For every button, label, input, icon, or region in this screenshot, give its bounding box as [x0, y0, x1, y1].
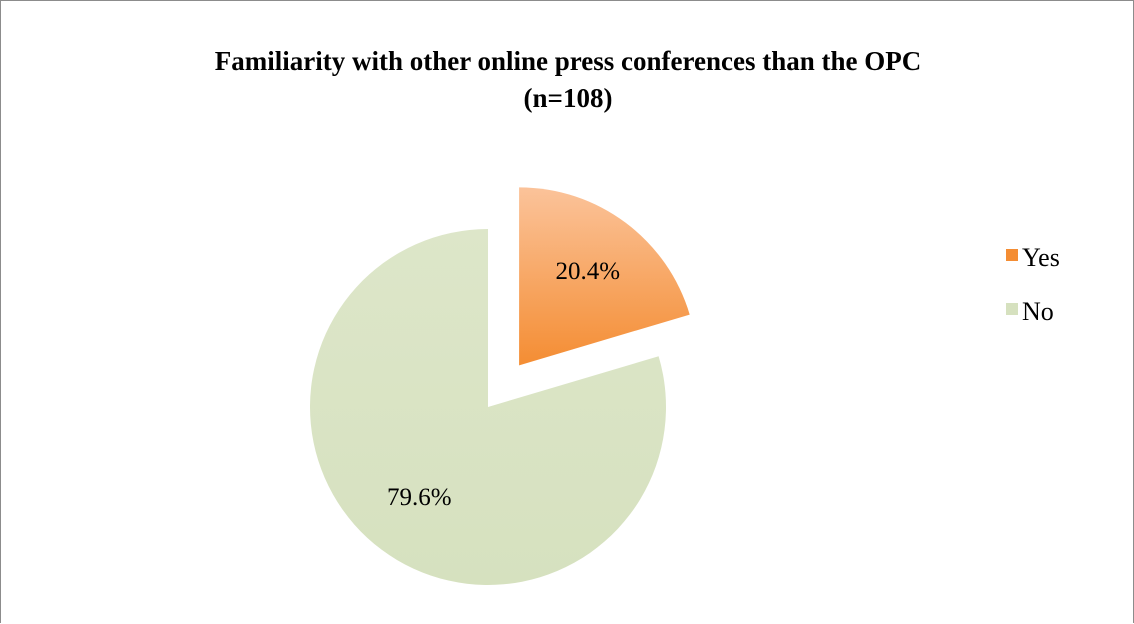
legend-swatch-no — [1006, 303, 1018, 315]
pie-slice-no — [309, 229, 666, 586]
legend-item-no: No — [1006, 285, 1060, 339]
legend-label-no: No — [1022, 297, 1054, 326]
chart-title-line-1: Familiarity with other online press conf… — [214, 46, 922, 76]
legend-item-yes: Yes — [1006, 231, 1060, 285]
pie-slice-yes — [519, 187, 690, 366]
legend-swatch-yes — [1006, 249, 1018, 261]
data-label-no: 79.6% — [387, 484, 452, 511]
legend: Yes No — [1006, 231, 1060, 339]
chart-title-line-2: (n=108) — [523, 83, 613, 113]
data-label-yes: 20.4% — [556, 258, 621, 285]
legend-label-yes: Yes — [1022, 243, 1060, 272]
chart-title: Familiarity with other online press conf… — [1, 43, 1134, 117]
